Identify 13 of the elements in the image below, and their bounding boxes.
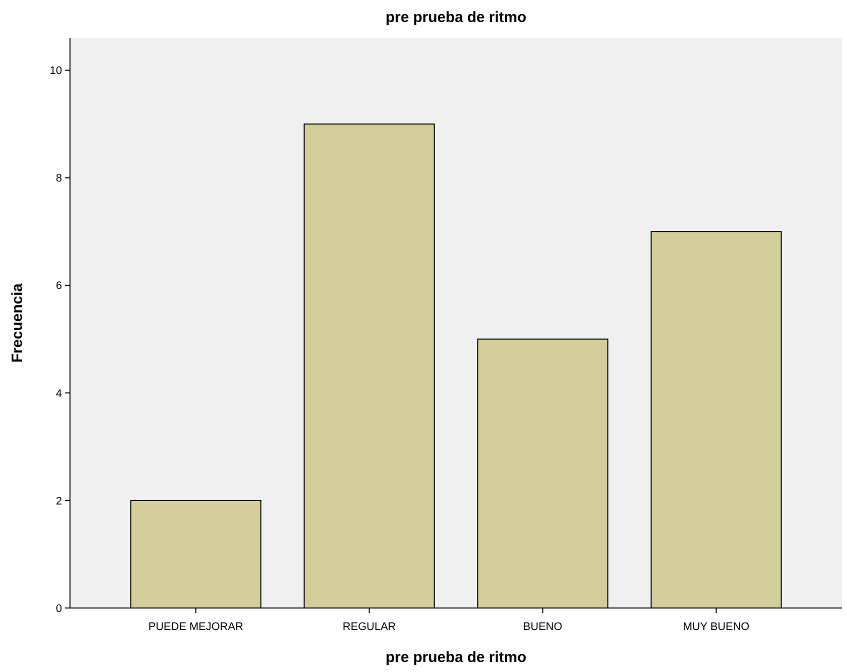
x-tick-label: BUENO	[523, 621, 563, 633]
y-tick-label: 4	[56, 388, 62, 400]
y-axis-title: Frecuencia	[9, 282, 26, 363]
y-tick-label: 8	[56, 172, 62, 185]
y-tick-label: 0	[56, 602, 62, 615]
y-tick-label: 10	[50, 65, 62, 78]
x-tick-label: REGULAR	[342, 621, 396, 633]
y-tick-label: 6	[56, 280, 62, 292]
chart-title: pre prueba de ritmo	[386, 9, 526, 26]
x-tick-label: PUEDE MEJORAR	[148, 621, 244, 633]
y-tick-label: 2	[56, 495, 62, 508]
x-tick-label: MUY BUENO	[683, 621, 750, 633]
x-axis-title: pre prueba de ritmo	[386, 649, 526, 666]
